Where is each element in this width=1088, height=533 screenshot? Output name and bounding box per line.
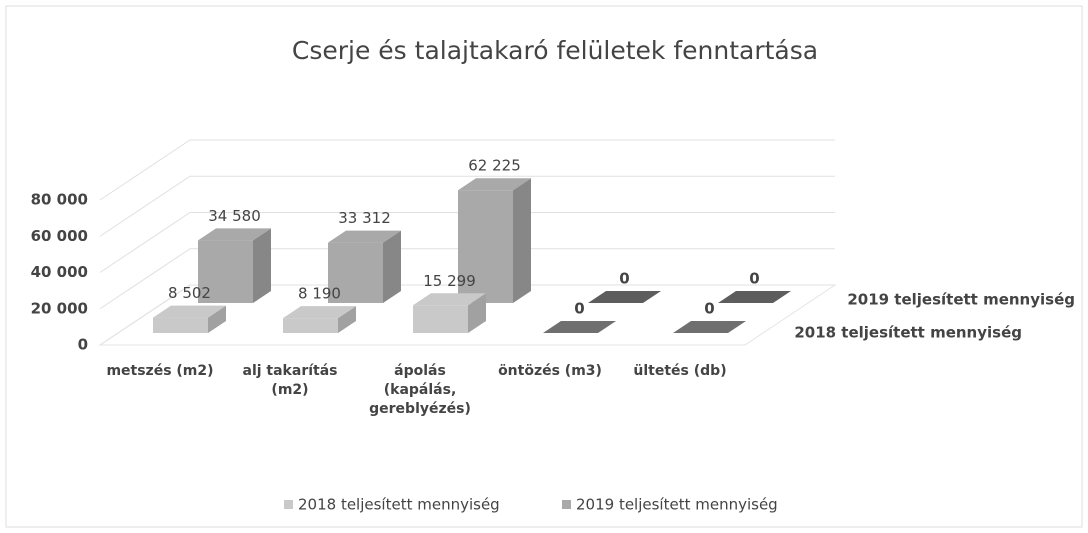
depth-label: 2018 teljesített mennyiség [794,324,1022,342]
bar-side [513,178,531,303]
x-tick-label: alj takarítás (m2) [242,363,338,398]
bar-side [208,305,226,333]
bar-top [198,228,271,241]
legend-swatch [284,500,293,509]
bar-front [413,305,468,333]
bar-top [543,321,616,333]
legend-label: 2019 teljesített mennyiség [576,496,778,514]
data-label: 62 225 [468,157,521,175]
bar [543,321,616,333]
data-label: 8 502 [168,284,211,302]
x-tick-label: metszés (m2) [106,363,214,379]
bar-front [458,190,513,303]
bar [458,178,531,303]
bar [718,291,791,303]
bar-side [338,306,356,333]
y-tick-label: 0 [78,336,88,354]
legend-swatch [562,500,571,509]
y-tick-label: 60 000 [31,227,88,245]
bar [673,321,746,333]
x-tick-label: öntözés (m3) [498,363,602,379]
y-tick-label: 20 000 [31,299,88,317]
y-tick-label: 80 000 [31,191,88,209]
bar [328,230,401,303]
grid-line [99,139,835,201]
bar-top [458,178,531,191]
bar [153,305,226,333]
data-label: 0 [704,300,714,318]
bar-side [253,228,271,303]
bar-top [673,321,746,333]
y-tick-label: 40 000 [31,263,88,281]
legend-label: 2018 teljesített mennyiség [298,496,500,514]
bar-top [283,306,356,319]
chart-title: Cserje és talajtakaró felületek fenntart… [292,36,818,65]
bar-top [588,291,661,303]
grid-line [99,284,835,346]
bar-front [198,240,253,303]
bar-side [468,293,486,333]
depth-label: 2019 teljesített mennyiség [847,291,1075,309]
grid-line [99,248,835,310]
bar [588,291,661,303]
bar-front [328,242,383,303]
x-tick-label: ültetés (db) [633,363,727,379]
bar [283,306,356,333]
bar [413,293,486,333]
grid-line [99,212,835,273]
grid-line [99,175,835,237]
chart-border [5,5,1083,528]
bar-top [718,291,791,303]
bar-top [328,230,401,243]
data-label: 0 [574,300,584,318]
bar-side [383,230,401,303]
data-label: 0 [619,270,629,288]
bar-top [413,293,486,306]
data-label: 33 312 [338,209,391,227]
data-label: 15 299 [423,272,476,290]
data-label: 8 190 [298,285,341,303]
x-tick-label: ápolás (kapálás, gereblyézés) [369,363,471,417]
bar-front [283,318,338,333]
bar-front [153,317,208,333]
data-label: 0 [749,270,759,288]
data-label: 34 580 [208,207,261,225]
bar-top [153,305,226,318]
bar [198,228,271,303]
